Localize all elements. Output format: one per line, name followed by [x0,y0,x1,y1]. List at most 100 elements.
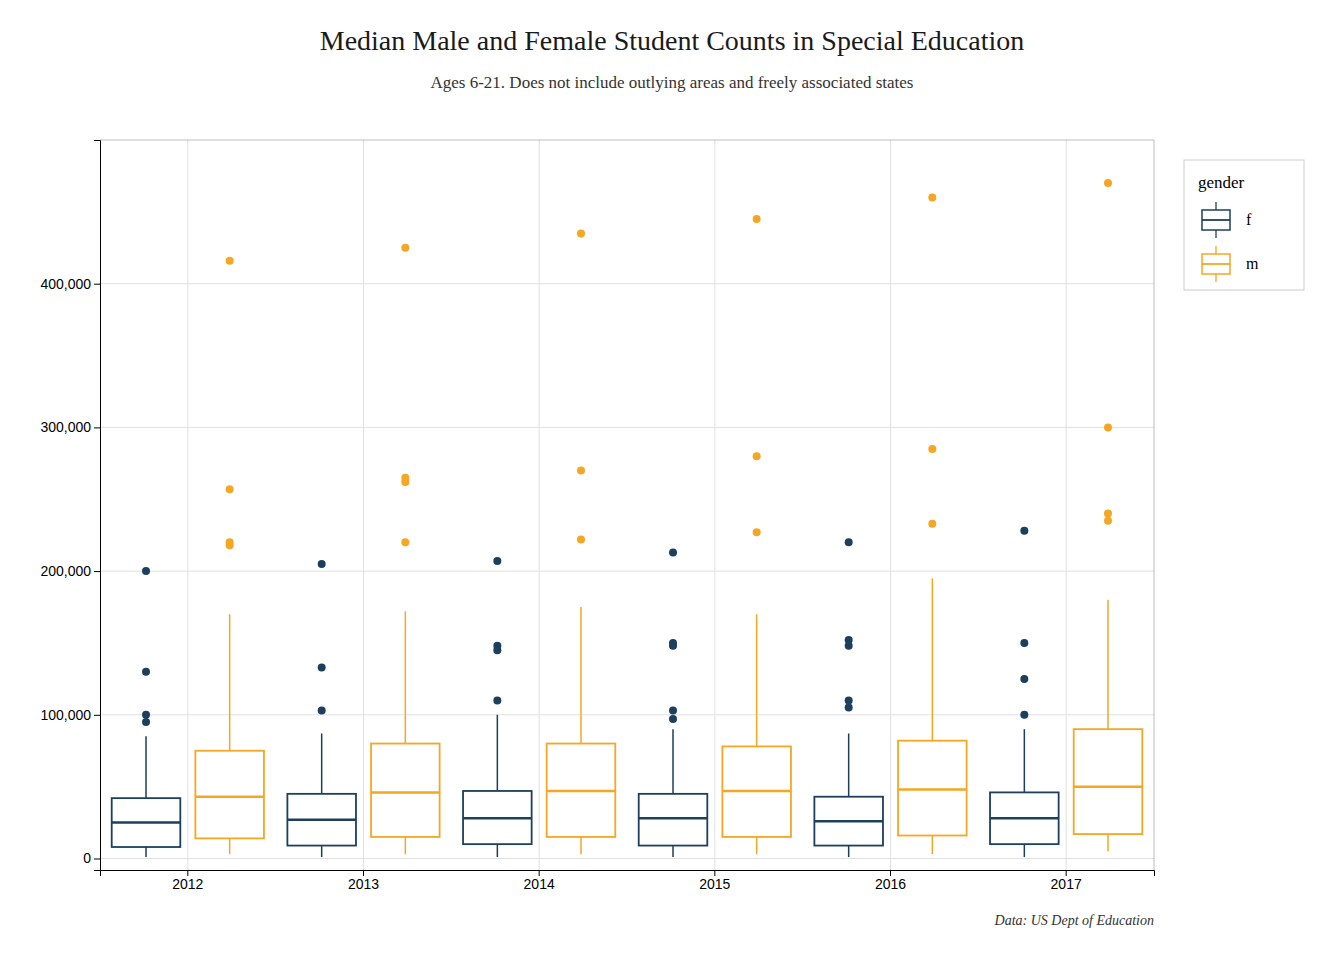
whisker [672,729,674,794]
outlier [753,528,761,536]
whisker [321,733,323,793]
outlier [226,257,234,265]
box-group [990,527,1059,857]
tick-label: 400,000 [40,276,91,292]
outlier [142,711,150,719]
grid [100,140,1154,870]
outlier [928,193,936,201]
whisker [229,614,231,751]
plot: 0100,000200,000300,000400,00020122013201… [40,140,1154,892]
axis-line [94,141,101,871]
median [195,795,264,798]
whisker [848,733,850,796]
legend-icon [1202,246,1230,282]
box [990,792,1059,844]
legend-box [1202,254,1230,274]
median [990,817,1059,820]
whisker [497,844,499,857]
caption: Data: US Dept of Education [994,913,1154,928]
whisker [580,837,582,854]
median [722,790,791,793]
outlier [1020,527,1028,535]
box-group [814,538,883,857]
outlier [493,696,501,704]
outlier [577,467,585,475]
outlier [401,244,409,252]
whisker [405,837,407,854]
title: Median Male and Female Student Counts in… [320,25,1025,56]
whisker [756,837,758,854]
tick: 2017 [1051,870,1082,892]
tick: 2012 [172,870,203,892]
grid-line [539,140,540,870]
tick: 2014 [524,870,555,892]
outlier [928,445,936,453]
whisker [145,847,147,857]
outlier [1020,711,1028,719]
box-group [112,567,181,857]
box [195,751,264,839]
tick-label: 2016 [875,876,906,892]
outlier [1104,179,1112,187]
box [814,797,883,846]
outlier [669,548,677,556]
frame-line [1154,140,1155,870]
outlier [318,560,326,568]
box-group [547,229,616,854]
outlier [493,557,501,565]
grid-line [100,571,1154,572]
box-group [371,244,440,854]
grid-line [187,140,188,870]
axis-line [101,871,1155,877]
whisker [321,846,323,857]
grid-line [100,714,1154,715]
outlier [845,696,853,704]
outlier [226,538,234,546]
outlier [928,520,936,528]
series [112,527,1059,857]
tick-label: 2012 [172,876,203,892]
legend-item: m [1202,246,1259,282]
outlier [753,452,761,460]
tick-mark [94,571,100,572]
outlier [142,668,150,676]
box [287,794,356,846]
legend-item: f [1202,202,1252,238]
tick-mark [94,427,100,428]
outlier [669,715,677,723]
legend-label: m [1246,255,1259,272]
whisker [229,838,231,854]
box [371,744,440,837]
tick: 2013 [348,870,379,892]
box-group [898,193,967,854]
x-axis: 201220132014201520162017 [101,870,1155,892]
median [1074,785,1143,788]
outlier [845,704,853,712]
legend-box [1202,210,1230,230]
tick-mark [94,859,100,860]
tick-label: 2017 [1051,876,1082,892]
tick: 0 [83,850,100,866]
grid-line [714,140,715,870]
box [722,746,791,837]
whisker [1107,834,1109,851]
outlier [577,535,585,543]
legend: genderfm [1184,160,1304,290]
tick-mark [94,715,100,716]
outlier [577,229,585,237]
box-group [639,548,708,857]
whisker [1024,729,1026,792]
y-axis: 0100,000200,000300,000400,000 [40,141,100,871]
box-group [287,560,356,857]
legend-label: f [1246,211,1252,228]
box-group [463,557,532,857]
grid-line [100,858,1154,859]
legend-icon [1202,202,1230,238]
median [898,788,967,791]
whisker [1107,600,1109,729]
outlier [845,538,853,546]
box [639,794,708,846]
outlier [318,706,326,714]
legend-frame [1184,160,1304,290]
tick-label: 100,000 [40,707,91,723]
